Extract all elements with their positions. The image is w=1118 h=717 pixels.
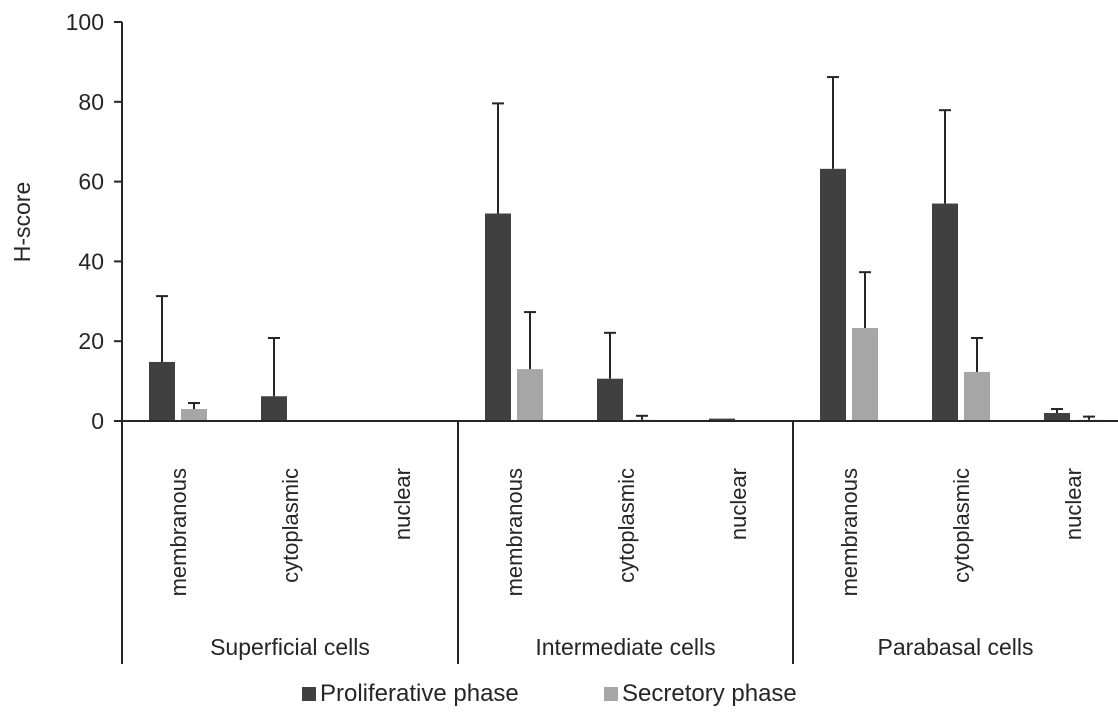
bar-0-6 (820, 168, 846, 421)
bar-0-0 (149, 361, 175, 421)
legend-label-0: Proliferative phase (320, 680, 519, 707)
y-tick-label: 20 (78, 328, 104, 354)
bar-1-0 (181, 409, 207, 421)
group-label: Intermediate cells (535, 634, 715, 660)
legend-swatch-0 (302, 687, 316, 701)
category-label: membranous (166, 468, 191, 596)
category-label: cytoplasmic (278, 468, 303, 583)
group-label: Superficial cells (210, 634, 370, 660)
y-tick-label: 40 (78, 248, 104, 274)
bar-0-4 (597, 378, 623, 421)
y-tick-label: 60 (78, 169, 104, 195)
category-label: nuclear (390, 468, 415, 540)
category-label: cytoplasmic (614, 468, 639, 583)
bar-0-5 (709, 418, 735, 421)
group-label: Parabasal cells (878, 634, 1034, 660)
bar-0-1 (261, 396, 287, 421)
bar-0-8 (1044, 413, 1070, 421)
category-label: membranous (837, 468, 862, 596)
category-label: cytoplasmic (949, 468, 974, 583)
y-tick-label: 100 (66, 9, 104, 35)
legend-swatch-1 (604, 687, 618, 701)
bar-0-7 (932, 203, 958, 421)
y-axis-title: H-score (9, 182, 35, 263)
bar-1-3 (517, 369, 543, 421)
category-label: nuclear (1061, 468, 1086, 540)
category-label: nuclear (726, 468, 751, 540)
bar-1-7 (964, 371, 990, 421)
plot-area: 0 20 40 60 80 100 membranous cytoplasmic nuclear… (66, 9, 1118, 707)
legend-label-1: Secretory phase (622, 680, 797, 707)
bar-1-6 (852, 328, 878, 421)
bar-0-3 (485, 213, 511, 421)
y-tick-label: 0 (91, 408, 104, 434)
y-tick-label: 80 (78, 89, 104, 115)
category-label: membranous (502, 468, 527, 596)
